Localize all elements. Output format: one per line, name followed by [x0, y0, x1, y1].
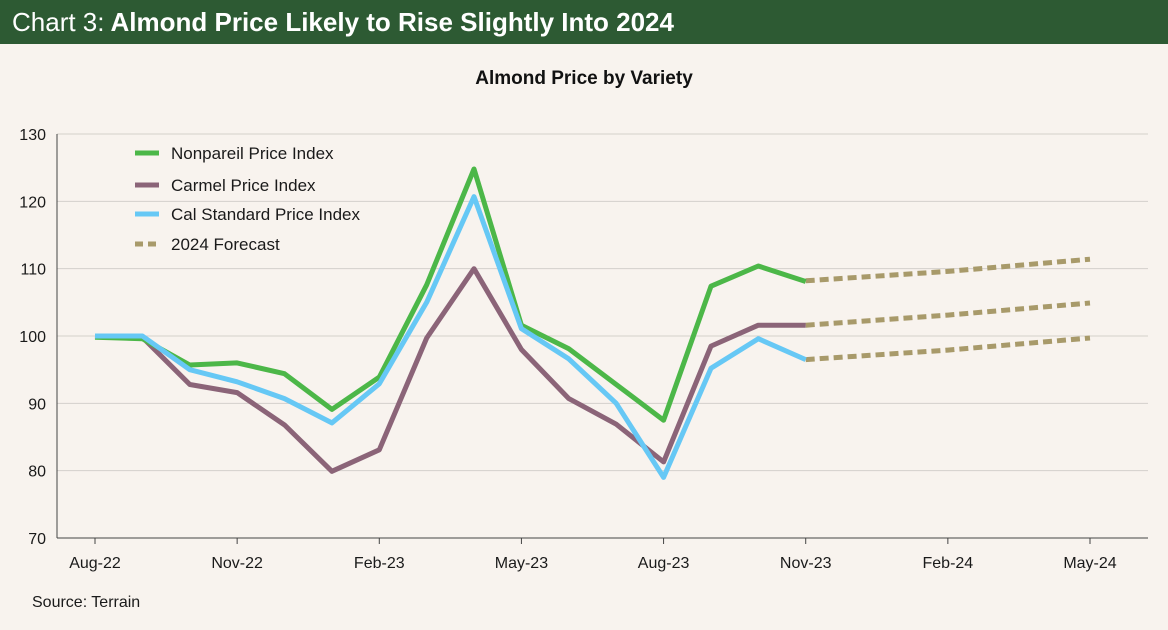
- chart-header: Chart 3: Almond Price Likely to Rise Sli…: [0, 0, 1168, 44]
- x-tick-label-Feb-23: Feb-23: [354, 555, 405, 572]
- series-line-2024-forecast-2: [805, 300, 1091, 328]
- x-tick-label-Nov-22: Nov-22: [211, 555, 263, 572]
- y-tick-label-110: 110: [20, 262, 46, 279]
- y-tick-label-100: 100: [19, 329, 46, 346]
- x-tick-label-Aug-22: Aug-22: [69, 555, 121, 572]
- series-line-carmel-price-index: [94, 266, 806, 474]
- y-tick-label-80: 80: [28, 464, 46, 481]
- x-tick-label-Feb-24: Feb-24: [923, 555, 974, 572]
- chart-title: Almond Price by Variety: [475, 68, 693, 89]
- y-tick-label-120: 120: [19, 194, 46, 211]
- series-line-2024-forecast-3: [805, 335, 1091, 363]
- series-line-nonpareil-price-index: [94, 166, 807, 423]
- source-note: Source: Terrain: [32, 594, 141, 611]
- legend-label-nonpareil-price-index: Nonpareil Price Index: [171, 144, 334, 163]
- legend-label-carmel-price-index: Carmel Price Index: [171, 176, 316, 195]
- y-tick-label-90: 90: [28, 396, 46, 413]
- series-line-cal-standard-price-index: [95, 194, 807, 480]
- series-line-2024-forecast: [805, 256, 1091, 284]
- chart-number: Chart 3:: [12, 6, 105, 37]
- chart-headline: Almond Price Likely to Rise Slightly Int…: [110, 6, 674, 37]
- legend-label-2024-forecast: 2024 Forecast: [171, 235, 280, 254]
- x-tick-label-Nov-23: Nov-23: [780, 555, 832, 572]
- y-tick-label-70: 70: [28, 531, 46, 548]
- y-tick-label-130: 130: [19, 127, 46, 144]
- x-tick-label-May-23: May-23: [495, 555, 548, 572]
- x-tick-label-May-24: May-24: [1063, 555, 1116, 572]
- x-tick-label-Aug-23: Aug-23: [638, 555, 690, 572]
- legend-label-cal-standard-price-index: Cal Standard Price Index: [171, 205, 360, 224]
